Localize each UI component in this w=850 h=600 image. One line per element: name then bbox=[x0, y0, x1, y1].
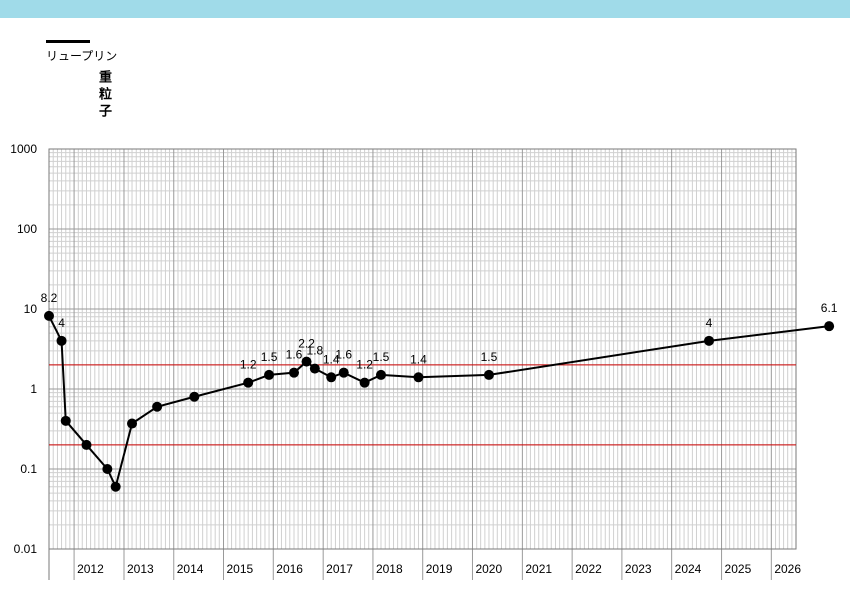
legend: リュープリン bbox=[46, 40, 117, 64]
data-point bbox=[243, 377, 254, 388]
data-label: 1.6 bbox=[286, 348, 303, 362]
y-tick-label: 1 bbox=[30, 382, 37, 396]
data-label: 1.4 bbox=[323, 352, 340, 366]
x-tick-label: 2020 bbox=[475, 562, 502, 576]
data-point bbox=[309, 363, 320, 374]
data-point bbox=[81, 439, 92, 450]
series-line bbox=[48, 315, 830, 490]
data-label: 1.5 bbox=[373, 350, 390, 364]
data-point bbox=[152, 401, 163, 412]
data-label: 1.6 bbox=[335, 348, 352, 362]
x-tick-label: 2013 bbox=[127, 562, 154, 576]
data-point bbox=[375, 369, 386, 380]
y-tick-label: 10 bbox=[24, 302, 38, 316]
plot-border bbox=[48, 148, 797, 550]
data-point bbox=[413, 372, 424, 383]
data-point bbox=[338, 367, 349, 378]
x-tick-label: 2021 bbox=[525, 562, 552, 576]
data-label: 2.2 bbox=[298, 337, 315, 351]
data-point bbox=[264, 369, 275, 380]
data-label: 6.1 bbox=[821, 301, 838, 315]
data-point bbox=[189, 391, 200, 402]
data-point bbox=[127, 418, 138, 429]
x-tick-label: 2025 bbox=[725, 562, 752, 576]
x-tick-label: 2018 bbox=[376, 562, 403, 576]
y-tick-label: 100 bbox=[17, 222, 37, 236]
x-tick-label: 2026 bbox=[774, 562, 801, 576]
x-tick-label: 2019 bbox=[426, 562, 453, 576]
data-label: 1.2 bbox=[356, 358, 373, 372]
x-tick-label: 2014 bbox=[177, 562, 204, 576]
data-label: 8.2 bbox=[41, 291, 58, 305]
x-tick-label: 2022 bbox=[575, 562, 602, 576]
legend-line-swatch bbox=[46, 40, 90, 43]
data-label: 4 bbox=[58, 316, 65, 330]
legend-label: リュープリン bbox=[46, 49, 118, 63]
data-point bbox=[359, 377, 370, 388]
data-label: 1.4 bbox=[410, 352, 427, 366]
x-tick-label: 2016 bbox=[276, 562, 303, 576]
y-tick-label: 0.01 bbox=[14, 542, 38, 556]
data-label: 1.5 bbox=[261, 350, 278, 364]
x-tick-label: 2015 bbox=[227, 562, 254, 576]
data-label: 1.5 bbox=[481, 350, 498, 364]
y-axis-label: 重粒子 bbox=[97, 70, 112, 121]
data-label: 4 bbox=[706, 316, 713, 330]
data-point bbox=[483, 369, 494, 380]
data-label: 1.2 bbox=[240, 358, 257, 372]
data-point bbox=[102, 464, 113, 474]
data-point bbox=[326, 372, 337, 383]
y-tick-label: 0.1 bbox=[20, 462, 37, 476]
x-tick-label: 2023 bbox=[625, 562, 652, 576]
x-tick-label: 2024 bbox=[675, 562, 702, 576]
data-point bbox=[60, 415, 71, 426]
data-point bbox=[289, 367, 300, 378]
data-point bbox=[301, 356, 312, 367]
data-label: 1.8 bbox=[307, 344, 324, 358]
top-band bbox=[0, 0, 850, 18]
x-tick-label: 2017 bbox=[326, 562, 353, 576]
data-point bbox=[704, 335, 715, 346]
data-point bbox=[110, 481, 121, 492]
y-tick-label: 1000 bbox=[10, 142, 37, 156]
data-point bbox=[824, 321, 835, 332]
data-point bbox=[44, 310, 54, 321]
x-tick-label: 2012 bbox=[77, 562, 104, 576]
data-point bbox=[56, 335, 67, 346]
